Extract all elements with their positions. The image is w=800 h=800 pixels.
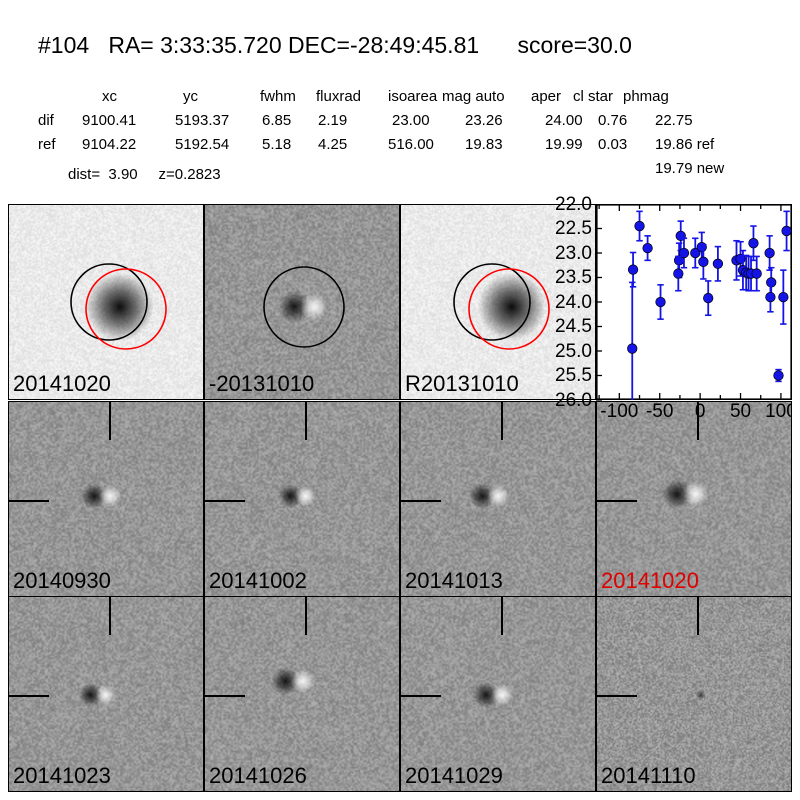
svg-text:0: 0 [695, 401, 706, 421]
svg-text:-100: -100 [600, 401, 638, 421]
svg-text:100: 100 [765, 401, 792, 421]
svg-text:50: 50 [730, 401, 751, 421]
svg-text:-50: -50 [646, 401, 673, 421]
